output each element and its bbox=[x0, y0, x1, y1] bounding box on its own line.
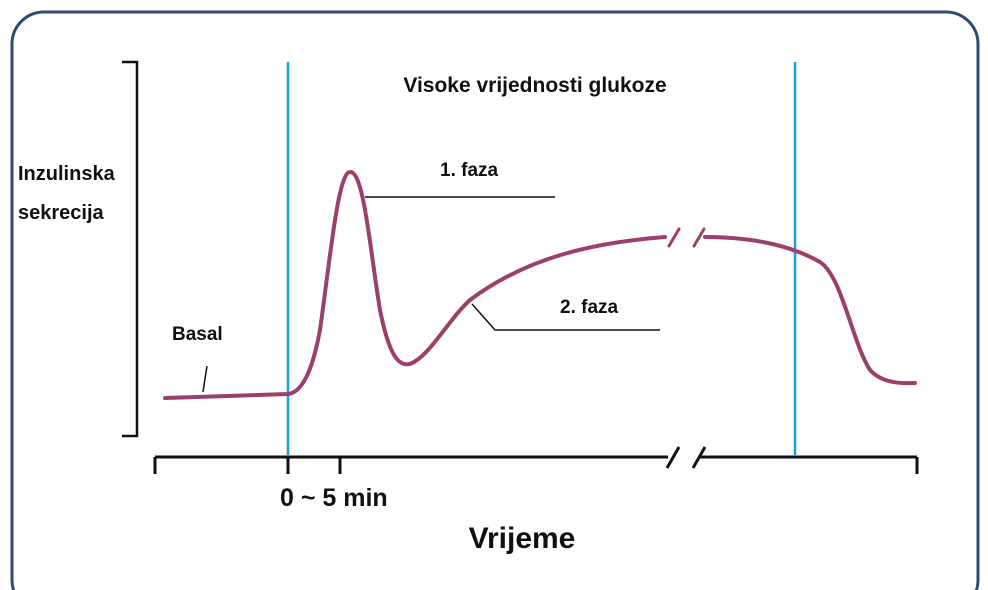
x-label: Vrijeme bbox=[469, 522, 576, 555]
leaders bbox=[202, 196, 660, 393]
y-label: sekrecija bbox=[18, 202, 105, 224]
x-axis bbox=[153, 446, 919, 474]
phase-label: 1. faza bbox=[440, 160, 499, 181]
x-tick-label: 0 ~ 5 min bbox=[280, 484, 388, 512]
frame bbox=[10, 10, 980, 590]
phase-label: 2. faza bbox=[560, 297, 619, 318]
y-bracket bbox=[122, 60, 139, 438]
y-label: Inzulinska bbox=[18, 163, 116, 185]
title: Visoke vrijednosti glukoze bbox=[403, 74, 666, 97]
secretion-curve bbox=[163, 170, 917, 400]
basal-label: Basal bbox=[172, 324, 223, 345]
